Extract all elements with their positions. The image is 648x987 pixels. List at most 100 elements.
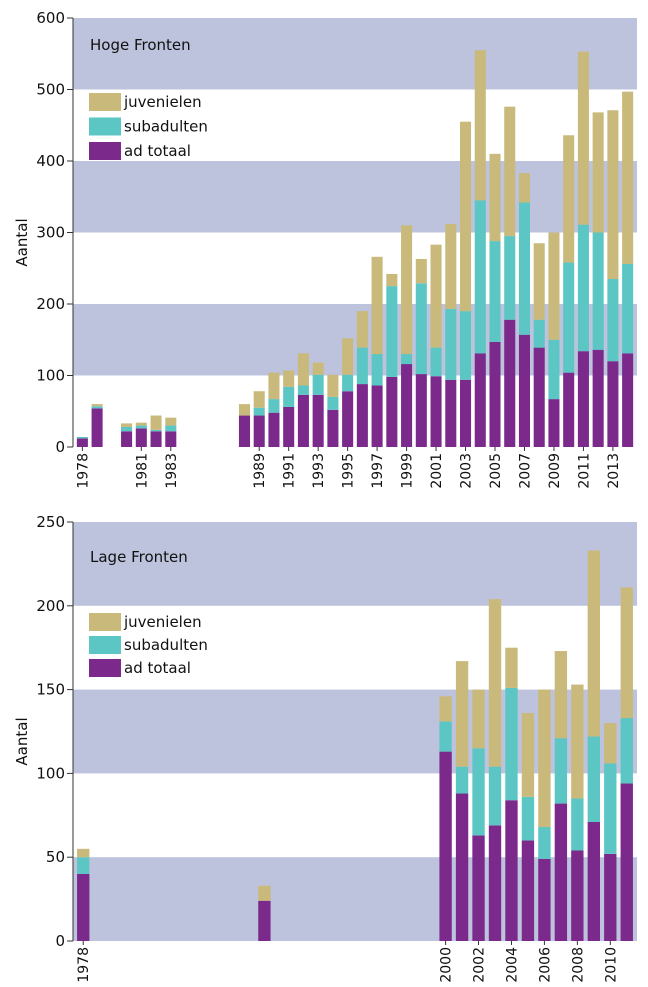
legend-swatch (89, 659, 121, 677)
bar-segment (121, 431, 133, 447)
bar-segment (518, 173, 530, 203)
y-tick-label: 150 (36, 681, 65, 699)
bar-segment (371, 385, 383, 447)
bar-segment (401, 364, 413, 447)
bar-segment (622, 91, 634, 264)
x-tick-label: 1991 (282, 453, 298, 489)
y-axis-label: Aantal (13, 717, 31, 765)
x-tick-label: 1997 (370, 453, 386, 489)
bar-segment (445, 309, 457, 380)
bar-segment (587, 822, 600, 941)
bar-segment (604, 853, 617, 941)
chart-title: Lage Fronten (90, 548, 188, 566)
background-band (73, 161, 637, 233)
bar-segment (356, 384, 368, 447)
bar-segment (297, 394, 309, 447)
bar-segment (401, 354, 413, 365)
bar-segment (554, 651, 568, 739)
y-tick-label: 500 (36, 81, 65, 99)
bar-segment (76, 438, 88, 447)
bar-segment (488, 599, 502, 767)
legend-label: juvenielen (123, 613, 202, 631)
x-tick-label: 1978 (76, 947, 92, 983)
background-band (73, 689, 637, 774)
bar-segment (283, 406, 295, 447)
y-tick-label: 250 (36, 513, 65, 531)
bar-segment (554, 803, 568, 941)
x-tick-label: 1989 (252, 453, 268, 489)
bar-segment (297, 385, 309, 395)
bar-segment (165, 431, 177, 447)
y-tick-label: 400 (36, 152, 65, 170)
bar-segment (489, 241, 501, 342)
bar-segment (554, 738, 568, 804)
bar-segment (439, 696, 452, 722)
bar-segment (356, 347, 368, 385)
bar-segment (430, 347, 442, 377)
bar-segment (312, 374, 324, 395)
bar-segment (548, 339, 560, 400)
bar-segment (489, 341, 501, 447)
bar-segment (283, 370, 295, 387)
bar-segment (533, 319, 545, 348)
legend-label: ad totaal (124, 142, 191, 160)
bar-segment (91, 404, 103, 407)
bar-segment (150, 431, 162, 447)
bar-segment (258, 885, 271, 901)
x-tick-label: 1995 (341, 453, 357, 489)
bar-segment (604, 723, 617, 764)
bar-segment (430, 376, 442, 447)
x-tick-label: 2009 (547, 453, 563, 489)
x-tick-label: 2006 (537, 947, 553, 983)
bar-segment (415, 283, 427, 375)
bar-segment (587, 550, 600, 737)
bar-segment (607, 278, 619, 362)
bar-segment (533, 243, 545, 320)
bar-segment (504, 106, 516, 237)
legend-label: subadulten (124, 636, 208, 654)
bar-segment (268, 399, 280, 413)
bar-segment (571, 850, 584, 941)
bar-segment (386, 376, 398, 447)
bar-segment (504, 236, 516, 320)
bar-segment (571, 684, 584, 799)
bar-segment (504, 319, 516, 447)
bar-segment (455, 793, 469, 941)
bar-segment (253, 407, 265, 416)
x-tick-label: 2001 (429, 453, 445, 489)
bar-segment (521, 796, 535, 841)
bar-segment (312, 362, 324, 375)
x-tick-label: 2000 (439, 947, 455, 983)
bar-segment (474, 353, 486, 447)
bar-segment (607, 110, 619, 279)
y-axis-label: Aantal (13, 218, 31, 266)
bar-segment (577, 351, 589, 447)
bar-segment (604, 763, 617, 854)
legend-swatch (89, 142, 121, 160)
bar-segment (342, 338, 354, 375)
bar-segment (455, 661, 469, 767)
bar-segment (592, 349, 604, 447)
bar-segment (445, 379, 457, 447)
bar-segment (577, 224, 589, 352)
bar-segment (238, 415, 250, 447)
bar-segment (386, 273, 398, 287)
bar-segment (620, 783, 633, 941)
bar-segment (77, 873, 90, 941)
bar-segment (455, 766, 469, 794)
bar-segment (165, 417, 177, 426)
bar-segment (430, 244, 442, 348)
bar-segment (620, 587, 633, 719)
bar-segment (505, 647, 518, 688)
legend-label: ad totaal (124, 659, 191, 677)
bar-segment (592, 232, 604, 350)
bar-segment (401, 225, 413, 355)
bar-segment (297, 353, 309, 386)
bar-segment (327, 396, 339, 410)
x-tick-label: 2010 (603, 947, 619, 983)
bar-segment (533, 347, 545, 447)
bar-segment (356, 311, 368, 348)
bar-segment (518, 334, 530, 447)
bar-segment (460, 379, 472, 447)
x-tick-label: 2007 (517, 453, 533, 489)
